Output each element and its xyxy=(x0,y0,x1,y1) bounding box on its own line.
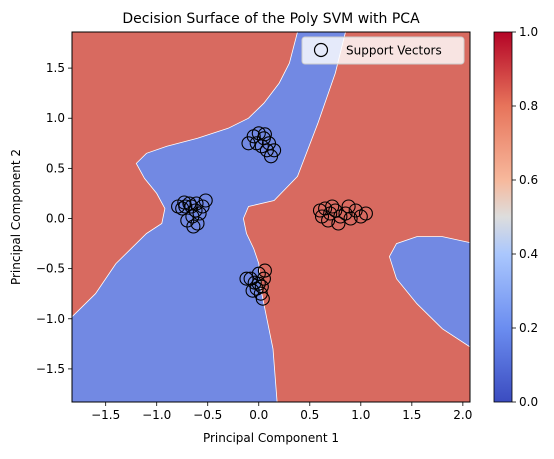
decision-region-class_0 xyxy=(388,236,470,348)
colorbar-ticks: 0.0 0.2 0.4 0.6 0.8 1.0 xyxy=(512,25,538,409)
colorbar-bar xyxy=(493,31,513,403)
decision-region-class_0 xyxy=(72,32,346,402)
y-tick-label: 0.0 xyxy=(46,212,65,226)
y-tick-label: −0.5 xyxy=(36,262,65,276)
support-vector-point xyxy=(312,203,328,218)
x-tick-label: 2.0 xyxy=(453,408,472,422)
colorbar-tick-label: 0.0 xyxy=(519,395,538,409)
support-vector-points xyxy=(171,126,373,306)
support-vector-point xyxy=(358,206,373,221)
y-axis: −1.5 −1.0 −0.5 0.0 0.5 1.0 1.5 xyxy=(36,61,72,376)
y-tick-label: 1.0 xyxy=(46,111,65,125)
y-axis-label: Principal Component 2 xyxy=(9,149,23,285)
x-tick-label: −1.0 xyxy=(142,408,171,422)
y-tick-label: −1.5 xyxy=(36,362,65,376)
support-vector-point xyxy=(267,143,282,158)
support-vector-point xyxy=(251,126,266,141)
support-vector-point xyxy=(251,276,266,291)
legend-label: Support Vectors xyxy=(346,44,442,58)
support-vector-point xyxy=(338,206,353,221)
x-tick-label: 1.5 xyxy=(402,408,421,422)
x-tick-label: 1.0 xyxy=(351,408,370,422)
colorbar-tick-label: 0.6 xyxy=(519,173,538,187)
support-vector-point xyxy=(341,199,356,214)
x-tick-label: −0.5 xyxy=(193,408,222,422)
plot-frame xyxy=(71,31,471,403)
x-axis: −1.5 −1.0 −0.5 0.0 0.5 1.0 1.5 2.0 xyxy=(91,402,472,422)
x-tick-label: 0.5 xyxy=(300,408,319,422)
support-vector-point xyxy=(343,211,358,226)
support-vector-point xyxy=(239,271,254,286)
support-vector-point xyxy=(241,136,256,151)
legend: Support Vectors xyxy=(301,36,465,65)
plot-area xyxy=(72,32,470,402)
y-tick-label: 0.5 xyxy=(46,161,65,175)
support-vector-point xyxy=(257,127,272,142)
colorbar-tick-label: 1.0 xyxy=(519,25,538,39)
legend-box xyxy=(301,36,465,65)
colorbar-tick-label: 0.2 xyxy=(519,321,538,335)
support-vector-point xyxy=(331,216,346,231)
support-vector-point xyxy=(189,196,204,211)
x-tick-label: −1.5 xyxy=(91,408,120,422)
decision-regions xyxy=(72,32,470,402)
support-vector-point xyxy=(198,193,213,208)
chart-title: Decision Surface of the Poly SVM with PC… xyxy=(122,11,420,27)
support-vector-point xyxy=(256,271,271,286)
support-vector-point xyxy=(185,209,200,224)
colorbar: 0.0 0.2 0.4 0.6 0.8 1.0 xyxy=(493,25,538,409)
colorbar-tick-label: 0.8 xyxy=(519,99,538,113)
y-tick-label: 1.5 xyxy=(46,61,65,75)
support-vector-point xyxy=(171,199,186,214)
y-tick-label: −1.0 xyxy=(36,312,65,326)
x-tick-label: 0.0 xyxy=(249,408,268,422)
colorbar-tick-label: 0.4 xyxy=(519,247,538,261)
support-vector-point xyxy=(257,263,272,278)
support-vector-point xyxy=(255,291,270,306)
x-axis-label: Principal Component 1 xyxy=(203,431,339,445)
legend-marker xyxy=(313,42,329,58)
support-vector-point xyxy=(192,206,207,221)
support-vector-point xyxy=(190,216,205,231)
support-vector-point xyxy=(261,136,277,151)
support-vector-point xyxy=(186,219,201,234)
